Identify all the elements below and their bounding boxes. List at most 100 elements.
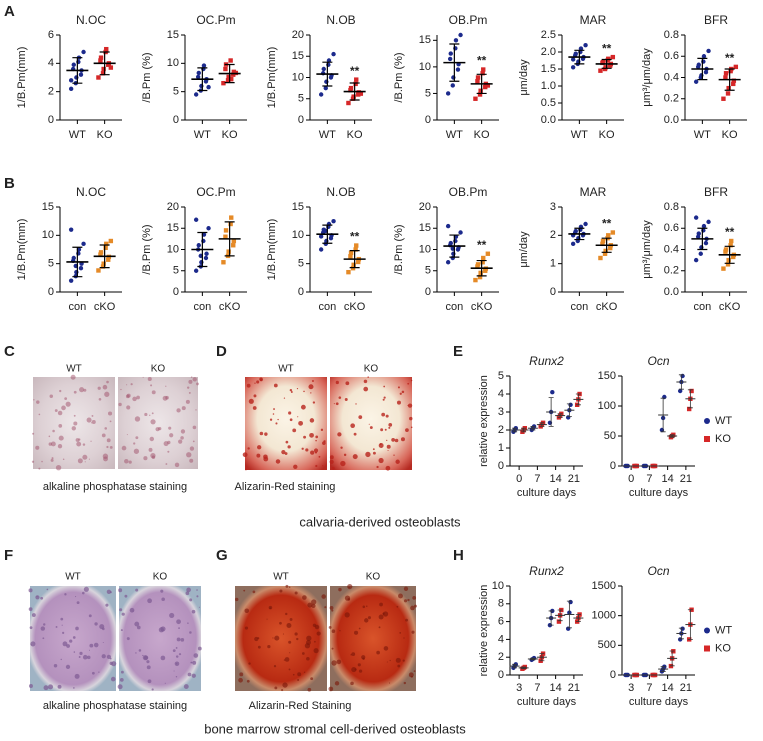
data-point [98, 55, 104, 60]
stain-speck [383, 646, 389, 651]
data-point [193, 268, 199, 273]
x-tick-label: KO [474, 129, 490, 141]
stain-speck [74, 673, 80, 679]
stain-speck [364, 618, 369, 623]
stain-speck [31, 613, 36, 618]
stain-speck [186, 587, 191, 593]
stain-speck [188, 379, 193, 384]
y-tick-label: 10 [419, 243, 431, 255]
x-tick-label: cKO [219, 301, 241, 313]
y-tick-label: 0 [498, 460, 504, 472]
stain-speck [331, 466, 335, 470]
significance: ** [725, 51, 735, 65]
stain-speck [57, 444, 63, 449]
stain-speck [378, 457, 384, 464]
data-point [353, 81, 358, 87]
stain-speck [256, 453, 261, 458]
data-point [677, 388, 683, 394]
stain-speck [147, 376, 152, 382]
stain-speck [348, 587, 350, 589]
x-tick-label: con [445, 301, 463, 313]
section-caption: calvaria-derived osteoblasts [299, 514, 461, 529]
stain-speck [376, 465, 379, 469]
x-tick-label: cKO [94, 301, 116, 313]
data-point [221, 260, 226, 265]
data-point [206, 226, 211, 231]
stain-speck [104, 391, 110, 397]
data-point [721, 266, 726, 271]
stain-speck [305, 448, 309, 452]
stain-speck [385, 414, 389, 418]
stain-speck [57, 684, 62, 689]
data-point [598, 255, 603, 261]
stain-speck [121, 445, 127, 451]
stain-speck [379, 443, 382, 445]
stain-speck [58, 435, 64, 441]
stain-speck [120, 629, 123, 632]
stain-speck [134, 416, 141, 422]
significance: ** [477, 54, 487, 68]
stain-speck [178, 439, 183, 444]
y-tick-label: 2 [550, 229, 556, 241]
stain-speck [310, 392, 312, 394]
error-bar [575, 614, 581, 622]
data-point [358, 91, 364, 96]
data-point [473, 277, 478, 283]
data-point [331, 218, 336, 224]
y-tick-label: 5 [173, 265, 179, 277]
error-bar [678, 627, 684, 640]
stain-speck [101, 433, 106, 438]
stain-speck [362, 605, 366, 609]
stain-speck [59, 389, 62, 393]
stain-speck [168, 426, 172, 430]
stain-speck [135, 436, 139, 440]
data-point [221, 80, 226, 86]
stain-speck [253, 394, 257, 398]
stain-speck [42, 637, 45, 640]
data-point [701, 223, 707, 229]
stain-speck [283, 397, 286, 399]
panel-letter: B [4, 175, 15, 192]
stain-speck [331, 609, 334, 612]
stain-speck [252, 406, 257, 410]
data-point [570, 241, 576, 247]
stain-speck [105, 603, 109, 607]
y-tick-label: 0 [425, 286, 431, 298]
stain-speck [343, 453, 347, 457]
stain-speck [48, 435, 51, 438]
data-point [481, 255, 486, 261]
stain-speck [292, 673, 295, 676]
data-point [704, 627, 710, 634]
stain-speck [165, 395, 169, 400]
stain-speck [186, 452, 192, 458]
stain-speck [136, 395, 140, 400]
stain-speck [372, 451, 376, 455]
y-tick-label: 8 [498, 598, 504, 610]
data-point [480, 71, 485, 76]
stain-speck [91, 420, 96, 425]
data-point [68, 227, 74, 232]
stain-speck [246, 679, 250, 683]
stain-speck [394, 438, 399, 443]
stain-speck [169, 433, 174, 438]
x-tick-label: KO [347, 129, 363, 141]
stain-speck [352, 454, 358, 460]
data-point [78, 266, 84, 271]
y-tick-label: 0 [498, 669, 504, 681]
stain-speck [84, 461, 86, 463]
data-point [481, 67, 486, 72]
stain-speck [353, 432, 357, 436]
stain-speck [331, 647, 334, 650]
stain-speck [43, 623, 46, 626]
stain-speck [379, 602, 383, 607]
stain-speck [391, 437, 396, 442]
stain-speck [120, 670, 124, 674]
data-point [600, 238, 606, 244]
stain-speck [383, 396, 386, 399]
stain-speck [288, 668, 291, 671]
stain-speck [407, 598, 410, 602]
stain-speck [405, 428, 409, 432]
stain-speck [399, 632, 402, 634]
data-point [346, 100, 351, 106]
stain-speck [385, 465, 391, 471]
